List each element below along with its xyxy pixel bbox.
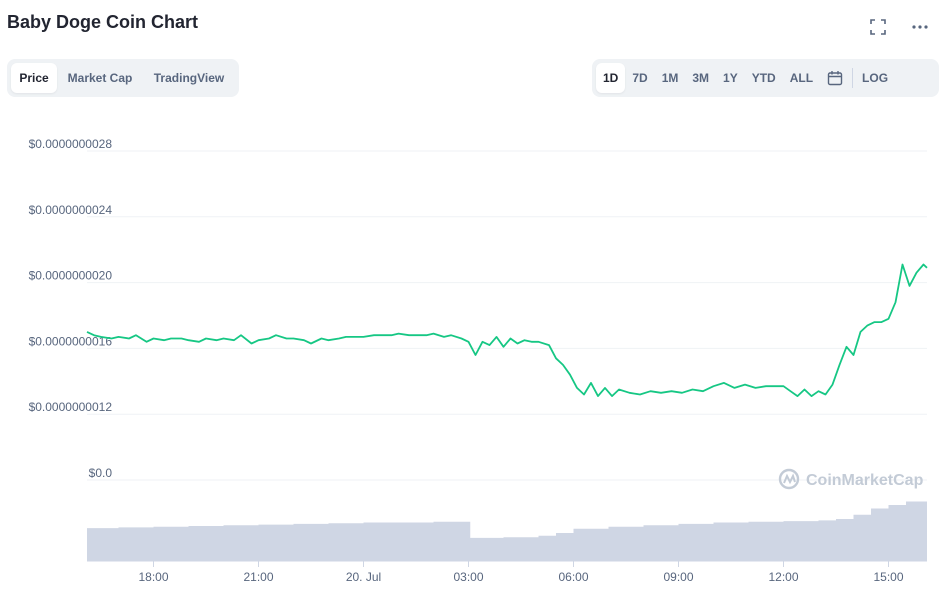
x-tick-label: 20. Jul — [346, 570, 381, 584]
volume-area — [87, 498, 927, 561]
range-1d[interactable]: 1D — [596, 63, 626, 93]
range-ytd[interactable]: YTD — [751, 71, 776, 85]
tab-market-cap[interactable]: Market Cap — [67, 71, 133, 85]
y-tick-label: $0.0 — [89, 466, 113, 480]
top-icons — [869, 18, 929, 36]
calendar-icon[interactable] — [820, 63, 850, 93]
divider — [852, 68, 854, 88]
range-all[interactable]: ALL — [789, 71, 814, 85]
x-tick-label: 09:00 — [663, 570, 693, 584]
y-tick-label: $0.0000000016 — [29, 334, 113, 348]
y-tick-label: $0.0000000020 — [29, 269, 113, 283]
range-1y[interactable]: 1Y — [723, 71, 738, 85]
x-tick-label: 03:00 — [453, 570, 483, 584]
watermark-text: CoinMarketCap — [806, 472, 924, 489]
fullscreen-icon[interactable] — [869, 18, 887, 36]
x-tick-label: 21:00 — [243, 570, 273, 584]
range-tabs: 1D 7D 1M 3M 1Y YTD ALL LOG — [592, 59, 939, 97]
x-tick-label: 18:00 — [138, 570, 168, 584]
price-line — [86, 263, 928, 398]
coinmarketcap-logo-icon — [778, 468, 800, 490]
y-tick-label: $0.0000000028 — [29, 137, 113, 151]
range-7d[interactable]: 7D — [632, 71, 648, 85]
tab-price[interactable]: Price — [11, 63, 57, 93]
x-tick-label: 12:00 — [768, 570, 798, 584]
y-tick-label: $0.0000000024 — [29, 203, 113, 217]
range-1m[interactable]: 1M — [661, 71, 679, 85]
log-scale-toggle[interactable]: LOG — [862, 71, 889, 85]
x-tick-label: 15:00 — [873, 570, 903, 584]
page-title: Baby Doge Coin Chart — [7, 12, 199, 32]
chart-type-tabs: Price Market Cap TradingView — [7, 59, 239, 97]
watermark: CoinMarketCap — [778, 468, 924, 490]
x-tick-label: 06:00 — [558, 570, 588, 584]
y-tick-label: $0.0000000012 — [29, 400, 113, 414]
tab-tradingview[interactable]: TradingView — [153, 71, 225, 85]
more-icon[interactable] — [911, 18, 929, 36]
range-3m[interactable]: 3M — [692, 71, 710, 85]
